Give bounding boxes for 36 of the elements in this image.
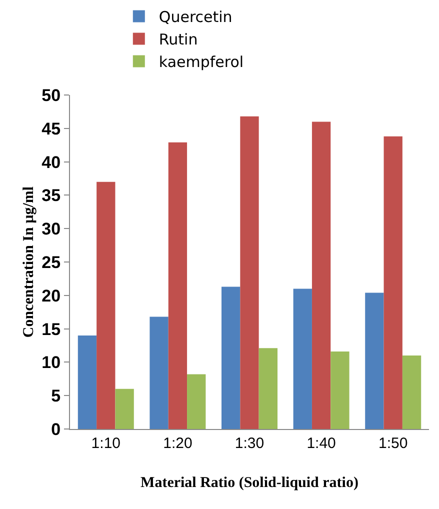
y-tick-label: 5 [51, 386, 61, 406]
x-tick-label: 1:20 [163, 435, 192, 452]
bar [240, 116, 259, 429]
y-tick-label: 10 [42, 353, 61, 372]
y-tick-label: 15 [42, 320, 61, 339]
x-tick-label: 1:40 [306, 435, 336, 452]
bar [384, 136, 402, 429]
bar [96, 182, 116, 429]
bar [365, 292, 384, 429]
y-tick-label: 30 [42, 220, 61, 239]
y-tick-label: 20 [42, 286, 61, 306]
bar [293, 288, 312, 429]
y-tick-label: 40 [42, 152, 61, 172]
legend-label: kaempferol [158, 53, 244, 72]
y-tick-label: 35 [42, 186, 61, 206]
y-axis-title: Concentration In µg/ml [20, 186, 37, 338]
bar [312, 122, 331, 429]
bar [187, 374, 206, 429]
bar [115, 388, 134, 429]
x-tick-label: 1:50 [378, 435, 408, 452]
bar [258, 348, 278, 429]
legend-label: Rutin [158, 30, 198, 49]
bar [168, 142, 188, 429]
bar [150, 316, 168, 429]
y-tick-label: 0 [51, 420, 61, 439]
x-tick-label: 1:30 [234, 435, 264, 452]
bar [222, 286, 240, 429]
bar [330, 352, 350, 429]
y-tick-label: 50 [42, 86, 61, 105]
y-tick-label: 45 [42, 119, 61, 138]
x-tick-label: 1:10 [91, 435, 120, 452]
bar [402, 356, 422, 429]
x-axis-title: Material Ratio (Solid-liquid ratio) [140, 475, 358, 491]
bar [78, 335, 97, 429]
legend-label: Quercetin [158, 8, 232, 26]
y-tick-label: 25 [42, 252, 61, 272]
